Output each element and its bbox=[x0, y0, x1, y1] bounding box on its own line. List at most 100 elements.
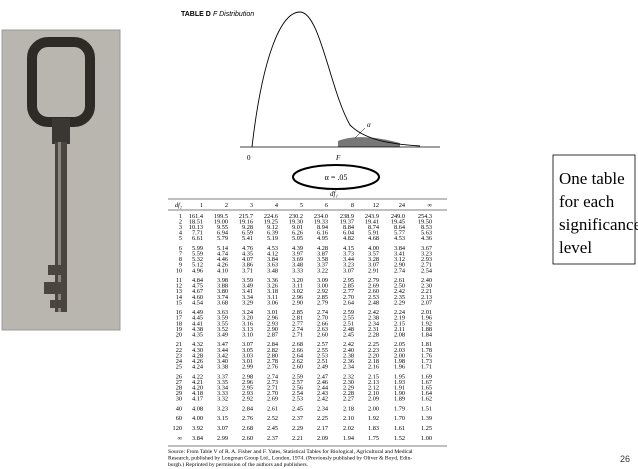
table-cell: 4.08 bbox=[192, 405, 203, 412]
table-cell: 3.68 bbox=[217, 299, 228, 306]
column-header: 12 bbox=[373, 202, 379, 209]
row-header: 4 bbox=[179, 230, 183, 237]
table-cell: 3.01 bbox=[267, 309, 278, 316]
table-cell: 2.00 bbox=[368, 405, 379, 412]
table-cell: 19.00 bbox=[214, 219, 228, 226]
table-cell: 2.29 bbox=[394, 299, 405, 306]
table-cell: 4.15 bbox=[343, 245, 354, 252]
table-cell: 19.16 bbox=[239, 219, 253, 226]
column-header: 24 bbox=[399, 202, 406, 209]
table-cell: 2.09 bbox=[368, 395, 379, 402]
table-cell: 3.33 bbox=[217, 390, 228, 397]
table-cell: 8.64 bbox=[394, 224, 406, 231]
table-cell: 5.19 bbox=[267, 235, 278, 242]
table-cell: 1.75 bbox=[368, 435, 379, 442]
column-header: 1 bbox=[200, 202, 203, 209]
table-cell: 2.96 bbox=[292, 294, 303, 301]
table-cell: 2.93 bbox=[421, 256, 432, 263]
table-cell: 4.30 bbox=[192, 347, 203, 354]
table-cell: 2.57 bbox=[317, 341, 328, 348]
table-cell: 3.49 bbox=[217, 331, 228, 338]
table-cell: 2.09 bbox=[317, 435, 328, 442]
table-cell: 4.07 bbox=[242, 256, 253, 263]
table-cell: 4.68 bbox=[368, 235, 379, 242]
table-cell: 2.23 bbox=[368, 347, 379, 354]
table-cell: 3.84 bbox=[394, 245, 406, 252]
table-cell: 5.12 bbox=[192, 262, 203, 269]
table-cell: 19.45 bbox=[391, 219, 405, 226]
table-cell: 2.90 bbox=[292, 299, 303, 306]
table-cell: 5.91 bbox=[368, 230, 379, 237]
table-cell: 2.19 bbox=[394, 315, 405, 322]
table-cell: 9.12 bbox=[267, 224, 278, 231]
row-header: 18 bbox=[176, 320, 182, 327]
table-cell: 2.90 bbox=[267, 326, 278, 333]
table-cell: 2.59 bbox=[343, 309, 354, 316]
column-header: 3 bbox=[250, 202, 253, 209]
table-cell: 2.60 bbox=[317, 331, 328, 338]
table-cell: 8.53 bbox=[421, 224, 432, 231]
table-cell: 1.79 bbox=[394, 405, 405, 412]
row-header: 11 bbox=[176, 277, 182, 284]
table-cell: 3.01 bbox=[242, 358, 253, 365]
table-cell: 2.40 bbox=[343, 347, 354, 354]
table-cell: 4.49 bbox=[192, 309, 203, 316]
table-cell: 2.07 bbox=[421, 299, 432, 306]
table-cell: 2.78 bbox=[267, 358, 278, 365]
table-cell: 2.85 bbox=[317, 294, 328, 301]
table-cell: 3.33 bbox=[292, 267, 303, 274]
note-line: significance bbox=[559, 215, 638, 234]
table-cell: 2.34 bbox=[368, 320, 380, 327]
table-cell: 2.24 bbox=[394, 309, 406, 316]
table-cell: 2.77 bbox=[292, 320, 303, 327]
column-header: ∞ bbox=[428, 202, 433, 209]
table-cell: 2.18 bbox=[368, 358, 379, 365]
table-cell: 1.62 bbox=[421, 395, 432, 402]
table-cell: 3.80 bbox=[217, 288, 228, 295]
table-cell: 2.66 bbox=[317, 320, 328, 327]
table-cell: 2.53 bbox=[317, 352, 328, 359]
table-cell: 2.56 bbox=[292, 384, 303, 391]
table-cell: 2.35 bbox=[394, 294, 405, 301]
table-cell: 3.73 bbox=[343, 251, 354, 258]
table-cell: 3.34 bbox=[217, 384, 229, 391]
table-cell: 2.68 bbox=[292, 341, 303, 348]
column-header: df₂ bbox=[175, 202, 183, 209]
table-cell: 243.9 bbox=[365, 213, 379, 220]
table-cell: 4.45 bbox=[192, 315, 203, 322]
column-header: 8 bbox=[351, 202, 354, 209]
alpha-value: α = .05 bbox=[325, 173, 348, 182]
table-cell: 6.16 bbox=[317, 230, 328, 237]
table-cell: 5.79 bbox=[217, 235, 228, 242]
table-cell: 2.73 bbox=[267, 379, 278, 386]
table-cell: 3.84 bbox=[267, 256, 279, 263]
table-cell: 3.98 bbox=[217, 277, 228, 284]
source-line: burgh.) Reprinted by permission of the a… bbox=[168, 461, 309, 468]
table-cell: 2.42 bbox=[368, 309, 379, 316]
table-cell: 1.98 bbox=[394, 358, 405, 365]
table-cell: 4.12 bbox=[267, 251, 278, 258]
table-cell: 3.63 bbox=[217, 309, 228, 316]
row-header: 14 bbox=[176, 294, 183, 301]
table-cell: 2.85 bbox=[292, 309, 303, 316]
table-cell: 19.25 bbox=[264, 219, 278, 226]
row-header: 25 bbox=[176, 363, 182, 370]
table-cell: 4.96 bbox=[192, 267, 203, 274]
table-cell: 3.63 bbox=[267, 262, 278, 269]
table-cell: 2.15 bbox=[368, 373, 379, 380]
table-cell: 2.47 bbox=[317, 373, 328, 380]
table-cell: 1.71 bbox=[421, 363, 432, 370]
row-header: 7 bbox=[179, 251, 182, 258]
table-cell: 2.74 bbox=[317, 309, 329, 316]
table-cell: 2.16 bbox=[368, 363, 379, 370]
table-cell: 3.06 bbox=[267, 299, 278, 306]
alpha-label: α bbox=[367, 121, 371, 129]
table-cell: 3.02 bbox=[292, 288, 303, 295]
table-cell: 234.0 bbox=[314, 213, 328, 220]
key-photo bbox=[1, 29, 121, 331]
table-cell: 2.70 bbox=[317, 315, 328, 322]
table-cell: 2.42 bbox=[394, 288, 405, 295]
table-cell: 5.77 bbox=[394, 230, 405, 237]
table-cell: 4.24 bbox=[192, 363, 204, 370]
table-cell: 1.76 bbox=[421, 352, 432, 359]
